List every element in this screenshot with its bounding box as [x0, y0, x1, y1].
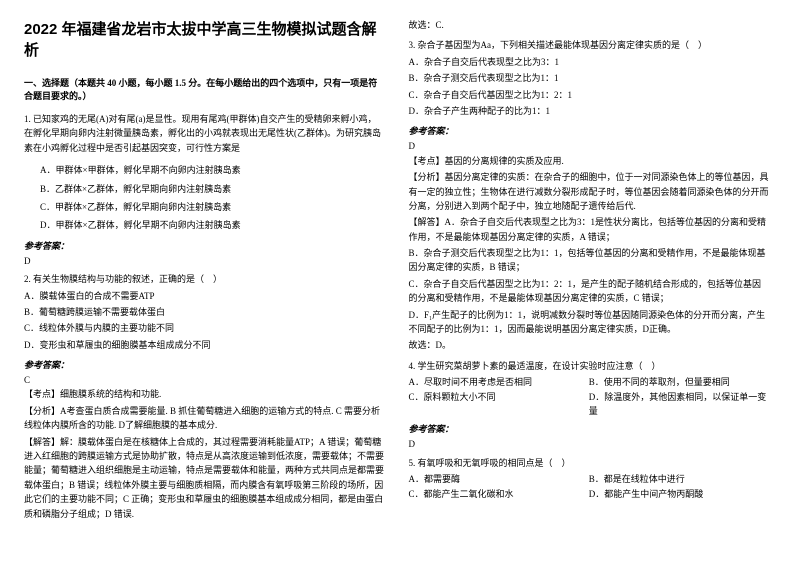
- q3-analysis1: 【分析】基因分离定律的实质：在杂合子的细胞中，位于一对同源染色体上的等位基因，具…: [409, 170, 770, 213]
- q3-option-d: D．杂合子产生两种配子的比为1：1: [409, 104, 770, 118]
- q3-analysis2: 【解答】A．杂合子自交后代表现型之比为3：1是性状分离比，包括等位基因的分离和受…: [409, 215, 770, 244]
- q3-option-a: A．杂合子自交后代表现型之比为3：1: [409, 55, 770, 69]
- q5-option-d: D．都能产生中间产物丙酮酸: [589, 487, 769, 501]
- q2-option-b: B．葡萄糖跨膜运输不需要载体蛋白: [24, 305, 385, 319]
- q1-answer-label: 参考答案：: [24, 239, 385, 252]
- q3-analysis3: B．杂合子测交后代表现型之比为1：1，包括等位基因的分离和受精作用，不是最能体现…: [409, 246, 770, 275]
- q2-option-d: D．变形虫和草履虫的细胞膜基本组成成分不同: [24, 338, 385, 352]
- q1-option-d: D．甲群体×乙群体，孵化早期不向卵内注射胰岛素: [40, 218, 385, 232]
- q3-answer-label: 参考答案：: [409, 124, 770, 137]
- q4-answer-label: 参考答案：: [409, 422, 770, 435]
- left-column: 2022 年福建省龙岩市太拔中学高三生物模拟试题含解析 一、选择题（本题共 40…: [24, 18, 385, 543]
- q1-stem: 1. 已知家鸡的无尾(A)对有尾(a)是显性。现用有尾鸡(甲群体)自交产生的受精…: [24, 112, 385, 155]
- q3-analysis4: C．杂合子自交后代基因型之比为1：2：1，是产生的配子随机结合形成的，包括等位基…: [409, 277, 770, 306]
- q5-option-b: B．都是在线粒体中进行: [589, 472, 769, 486]
- q4-option-b: B．使用不同的萃取剂，但量要相同: [589, 375, 769, 389]
- q4-row2: C．原料颗粒大小不同 D．除温度外，其他因素相同，以保证单一变量: [409, 390, 770, 419]
- q1-answer: D: [24, 254, 385, 268]
- q5-row2: C．都能产生二氧化碳和水 D．都能产生中间产物丙酮酸: [409, 487, 770, 501]
- q2-option-a: A．膜载体蛋白的合成不需要ATP: [24, 289, 385, 303]
- q4-option-c: C．原料颗粒大小不同: [409, 390, 589, 419]
- q5-option-c: C．都能产生二氧化碳和水: [409, 487, 589, 501]
- q3-point: 【考点】基因的分离规律的实质及应用.: [409, 154, 770, 168]
- q4-option-d: D．除温度外，其他因素相同，以保证单一变量: [589, 390, 769, 419]
- q3-analysis5: D．F₁产生配子的比例为1：1，说明减数分裂时等位基因随同源染色体的分开而分离，…: [409, 308, 770, 337]
- q1-option-b: B．乙群体×乙群体，孵化早期向卵内注射胰岛素: [40, 182, 385, 196]
- q2-stem: 2. 有关生物膜结构与功能的叙述，正确的是（ ）: [24, 272, 385, 286]
- q3-answer: D: [409, 139, 770, 153]
- right-top: 故选：C.: [409, 18, 770, 32]
- q3-option-c: C．杂合子自交后代基因型之比为1：2：1: [409, 88, 770, 102]
- q2-analysis2: 【解答】解：膜载体蛋白是在核糖体上合成的，其过程需要消耗能量ATP；A 错误；葡…: [24, 435, 385, 521]
- q2-option-c: C．线粒体外膜与内膜的主要功能不同: [24, 321, 385, 335]
- section-header: 一、选择题（本题共 40 小题，每小题 1.5 分。在每小题给出的四个选项中，只…: [24, 76, 385, 102]
- q1-option-c: C．甲群体×乙群体，孵化早期向卵内注射胰岛素: [40, 200, 385, 214]
- q3-conclusion: 故选：D。: [409, 338, 770, 352]
- q3-stem: 3. 杂合子基因型为Aa，下列相关描述最能体现基因分离定律实质的是（ ）: [409, 38, 770, 52]
- q2-analysis1: 【分析】A考查蛋白质合成需要能量. B 抓住葡萄糖进入细胞的运输方式的特点. C…: [24, 404, 385, 433]
- q5-row1: A．都需要酶 B．都是在线粒体中进行: [409, 472, 770, 486]
- q5-option-a: A．都需要酶: [409, 472, 589, 486]
- q4-option-a: A．尽取时间不用考虑是否相同: [409, 375, 589, 389]
- q4-row1: A．尽取时间不用考虑是否相同 B．使用不同的萃取剂，但量要相同: [409, 375, 770, 389]
- right-column: 故选：C. 3. 杂合子基因型为Aa，下列相关描述最能体现基因分离定律实质的是（…: [409, 18, 770, 543]
- q2-answer-label: 参考答案：: [24, 358, 385, 371]
- q1-option-a: A．甲群体×甲群体，孵化早期不向卵内注射胰岛素: [40, 163, 385, 177]
- q2-answer: C: [24, 373, 385, 387]
- document-title: 2022 年福建省龙岩市太拔中学高三生物模拟试题含解析: [24, 18, 385, 60]
- q5-stem: 5. 有氧呼吸和无氧呼吸的相同点是（ ）: [409, 456, 770, 470]
- q3-option-b: B．杂合子测交后代表现型之比为1：1: [409, 71, 770, 85]
- q4-stem: 4. 学生研究菜胡萝卜素的最适温度，在设计实验时应注意（ ）: [409, 359, 770, 373]
- q2-point: 【考点】细胞膜系统的结构和功能.: [24, 387, 385, 401]
- q4-answer: D: [409, 437, 770, 451]
